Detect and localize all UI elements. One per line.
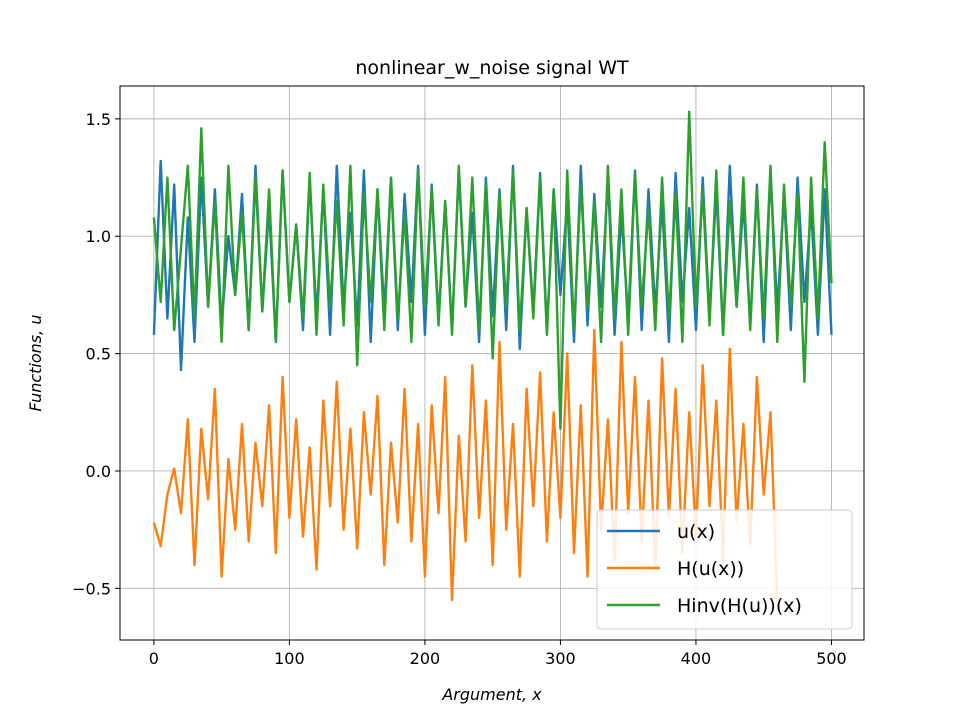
series-line-3: [152, 110, 833, 430]
x-tick-label: 300: [545, 649, 576, 668]
y-axis-label: Functions, u: [26, 315, 45, 412]
legend-label: H(u(x)): [677, 558, 744, 580]
x-tick-label: 400: [681, 649, 712, 668]
y-axis-ticks: −0.5 0.0 0.5 1.0 1.5: [72, 110, 120, 598]
x-axis-label: Argument, x: [441, 685, 542, 704]
x-tick-label: 500: [816, 649, 847, 668]
legend-label: Hinv(H(u))(x): [677, 595, 802, 617]
y-tick-label: −0.5: [72, 579, 111, 598]
chart-title: nonlinear_w_noise signal WT: [355, 57, 629, 79]
y-tick-label: 0.0: [86, 462, 111, 481]
legend-label: u(x): [677, 521, 715, 543]
x-tick-label: 100: [274, 649, 305, 668]
y-tick-label: 0.5: [86, 345, 111, 364]
x-tick-label: 200: [410, 649, 441, 668]
series-layer: [152, 110, 833, 603]
legend: u(x) H(u(x)) Hinv(H(u))(x): [596, 509, 853, 630]
plot-frame: [119, 85, 865, 641]
series-line-2: [152, 328, 779, 603]
legend-box: [596, 509, 853, 630]
y-tick-label: 1.0: [86, 227, 111, 246]
x-axis-ticks: 0 100 200 300 400 500: [149, 640, 847, 668]
x-tick-label: 0: [149, 649, 159, 668]
y-tick-label: 1.5: [86, 110, 111, 129]
